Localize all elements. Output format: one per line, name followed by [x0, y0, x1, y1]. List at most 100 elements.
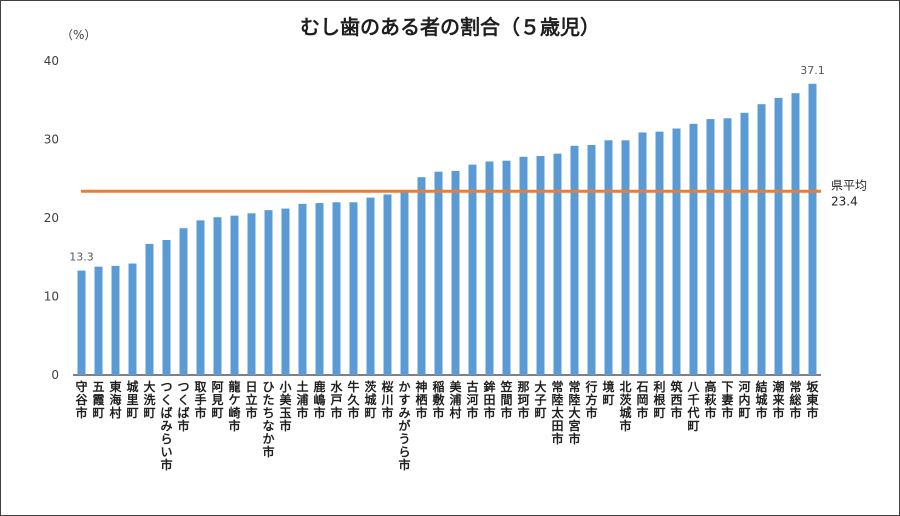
category-label: 小美玉市	[279, 380, 292, 433]
category-label: 龍ケ崎市	[228, 380, 241, 433]
bar	[757, 104, 766, 376]
bar	[502, 160, 511, 375]
bar	[383, 194, 392, 375]
bar	[638, 132, 647, 375]
category-label: 美浦村	[449, 380, 462, 420]
category-label: 五霞町	[92, 380, 105, 420]
category-label: つくば市	[177, 380, 190, 433]
reference-line-value: 23.4	[831, 194, 858, 208]
category-label: 筑西市	[670, 380, 683, 420]
category-label: 石岡市	[636, 380, 649, 420]
bar	[655, 131, 664, 375]
bar	[128, 263, 137, 375]
bar	[162, 239, 171, 375]
bar	[111, 265, 120, 375]
bar	[587, 144, 596, 375]
category-label: 日立市	[245, 380, 258, 420]
category-label: 北茨城市	[619, 380, 632, 433]
category-label: 神栖市	[415, 380, 428, 420]
y-tick-label: 30	[44, 133, 59, 147]
bar	[179, 228, 188, 375]
reference-line-group: 県平均 23.4	[81, 178, 867, 208]
category-label: 常陸大宮市	[568, 380, 581, 446]
category-label: 水戸市	[330, 380, 343, 420]
category-label: 常総市	[789, 380, 802, 420]
category-label: 古河市	[466, 380, 479, 420]
bar	[145, 243, 154, 375]
bar	[213, 217, 222, 375]
category-label: 那珂市	[517, 380, 530, 420]
category-label: 土浦市	[296, 380, 309, 420]
bar	[706, 119, 715, 375]
bar	[247, 213, 256, 375]
category-label: 潮来市	[772, 380, 785, 420]
bar	[451, 170, 460, 375]
bar	[774, 97, 783, 376]
bar	[621, 140, 630, 375]
category-label: 茨城町	[364, 380, 377, 420]
bar	[332, 202, 341, 375]
category-label: 大洗町	[143, 380, 156, 420]
bar	[349, 202, 358, 375]
bar	[434, 171, 443, 375]
bar	[485, 161, 494, 375]
y-tick-label: 20	[44, 211, 59, 225]
bar	[281, 208, 290, 375]
data-labels: 13.3 37.1	[69, 64, 825, 264]
bar	[230, 215, 239, 375]
category-label: 鹿嶋市	[313, 380, 326, 420]
data-label: 13.3	[69, 251, 94, 264]
y-tick-label: 10	[44, 290, 59, 304]
category-label: 稲敷市	[432, 380, 445, 420]
bar	[570, 145, 579, 375]
category-label: 笠間市	[500, 380, 513, 420]
category-label: ひたちなか市	[262, 380, 275, 459]
category-label: つくばみらい市	[160, 380, 173, 472]
category-label: 阿見町	[211, 380, 224, 420]
category-label: 常陸太田市	[551, 380, 564, 446]
chart-title: むし歯のある者の割合（５歳児）	[300, 15, 600, 39]
bar	[723, 118, 732, 376]
category-label: 城里町	[126, 380, 139, 420]
bar	[536, 155, 545, 375]
bar	[77, 270, 86, 375]
category-label: 牛久市	[347, 380, 360, 420]
category-label: 利根町	[653, 380, 666, 420]
category-label: 河内町	[738, 380, 751, 420]
category-label: 結城市	[755, 380, 768, 420]
bar	[604, 140, 613, 375]
bar	[689, 123, 698, 375]
bar	[468, 164, 477, 375]
y-tick-label: 40	[44, 54, 59, 68]
category-label: 高萩市	[704, 380, 717, 420]
bar	[264, 210, 273, 375]
bar	[519, 156, 528, 375]
category-label: 取手市	[194, 380, 207, 420]
category-label: 八千代町	[687, 380, 700, 433]
reference-line-label: 県平均	[831, 178, 867, 192]
bar	[553, 153, 562, 375]
bar	[791, 93, 800, 375]
bar	[672, 128, 681, 375]
bar	[808, 83, 817, 375]
bar	[740, 112, 749, 375]
category-label: 境町	[602, 380, 615, 407]
data-label: 37.1	[800, 64, 825, 77]
bar	[417, 177, 426, 375]
category-label: 鉾田市	[483, 380, 496, 420]
axes: 0 10 20 30 40（%）	[44, 28, 821, 382]
bar	[298, 203, 307, 375]
bar	[400, 192, 409, 375]
bar	[315, 203, 324, 375]
bar	[196, 220, 205, 375]
bar	[366, 197, 375, 375]
category-label: 大子町	[534, 380, 547, 420]
category-label: 守谷市	[75, 380, 88, 420]
category-label: かすみがうら市	[398, 380, 411, 472]
category-label: 行方市	[585, 380, 598, 420]
bars	[77, 83, 817, 376]
category-label: 東海村	[109, 380, 122, 420]
bar	[94, 266, 103, 375]
